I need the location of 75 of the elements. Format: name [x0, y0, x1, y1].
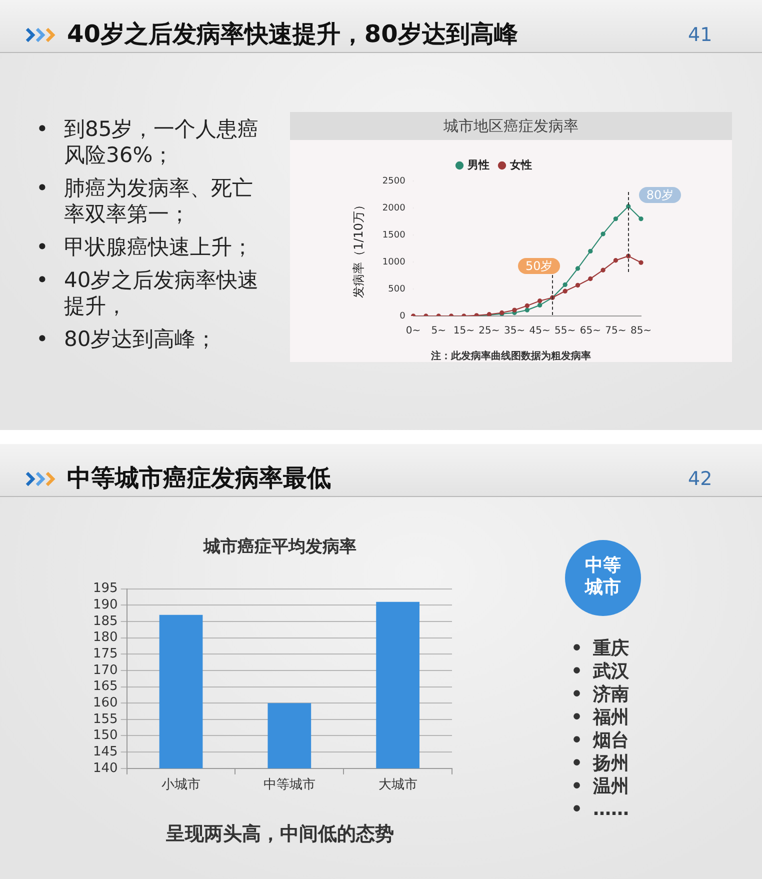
text: • 扬州: [571, 752, 629, 775]
y-axis-title: 发病率（1/10万）: [351, 199, 366, 298]
point: [588, 276, 593, 282]
x-tick-label: 小城市: [162, 778, 201, 793]
point: [562, 288, 568, 294]
annotation: 50岁: [518, 258, 560, 274]
y-tick-label: 170: [92, 662, 118, 678]
point: [537, 298, 542, 304]
legend-label: 女性: [509, 158, 532, 172]
text: • 福州: [571, 706, 629, 729]
y-tick-label: 175: [92, 646, 118, 662]
y-tick-label: 2000: [382, 203, 406, 214]
text: 呈现两头高，中间低的态势: [166, 823, 394, 845]
point: [638, 216, 644, 222]
x-tick-label: 大城市: [378, 778, 418, 793]
point: [524, 303, 530, 308]
text: • ……: [571, 798, 629, 821]
x-tick-label: 75~: [605, 326, 626, 337]
y-tick-label: 160: [92, 695, 118, 710]
x-tick-label: 55~: [554, 326, 576, 337]
text: • 温州: [571, 775, 629, 798]
y-tick-label: 0: [400, 311, 406, 322]
chart-title: 40岁之后发病率快速提升，80岁达到高峰: [67, 19, 518, 49]
chart-subtitle: 城市地区癌症发病率: [444, 117, 578, 135]
point: [600, 268, 606, 272]
x-tick-label: 85~: [630, 326, 652, 337]
point: [524, 308, 530, 312]
x-tick-label: 45~: [529, 326, 550, 337]
text: • 肺癌为发病率、死亡率双率第一；: [36, 175, 254, 227]
y-tick-label: 180: [92, 630, 118, 646]
y-tick-label: 150: [92, 728, 118, 744]
x-tick-label: 0~: [406, 326, 421, 337]
y-tick-label: 185: [92, 614, 118, 629]
text: • 甲状腺癌快速上升；: [36, 234, 254, 260]
chart-title: 中等城市癌症发病率最低: [67, 463, 331, 493]
text: • 武汉: [571, 660, 629, 683]
y-tick-label: 140: [92, 760, 118, 776]
x-tick-label: 65~: [580, 326, 601, 337]
y-tick-label: 195: [92, 581, 118, 596]
point: [562, 282, 568, 288]
point: [575, 282, 580, 288]
text: 中等城市: [584, 555, 622, 599]
x-tick-label: 15~: [453, 326, 474, 337]
y-tick-label: 2500: [382, 176, 406, 186]
point: [638, 260, 644, 265]
text: • 重庆: [571, 637, 629, 660]
point: [537, 302, 542, 308]
chart-subtitle: 城市癌症平均发病率: [204, 537, 356, 557]
y-tick-label: 145: [92, 744, 118, 760]
text: • 80岁达到高峰；: [36, 326, 218, 352]
text: 42: [688, 467, 712, 491]
x-tick-label: 5~: [431, 326, 446, 337]
text: • 到85岁，一个人患癌风险36%；: [36, 116, 260, 168]
point: [588, 248, 593, 254]
y-tick-label: 165: [92, 679, 118, 694]
point: [613, 258, 618, 263]
text: 41: [688, 23, 712, 47]
text: • 40岁之后发病率快速提升，: [36, 267, 260, 319]
y-tick-label: 1500: [382, 230, 406, 240]
point: [575, 266, 580, 271]
x-tick-label: 25~: [478, 326, 500, 337]
text: • 济南: [571, 683, 629, 706]
y-tick-label: 190: [92, 598, 118, 612]
y-tick-label: 1000: [382, 257, 406, 268]
y-tick-label: 500: [388, 284, 406, 294]
legend-label: 男性: [466, 158, 490, 172]
y-tick-label: 155: [92, 712, 118, 727]
x-tick-label: 中等城市: [263, 778, 316, 793]
text: 80岁: [639, 186, 681, 202]
point: [613, 216, 618, 222]
x-tick-label: 35~: [504, 326, 526, 337]
text: • 烟台: [571, 729, 629, 752]
text: 注：此发病率曲线图数据为粗发病率: [431, 351, 591, 362]
point: [512, 308, 517, 312]
point: [600, 232, 606, 236]
